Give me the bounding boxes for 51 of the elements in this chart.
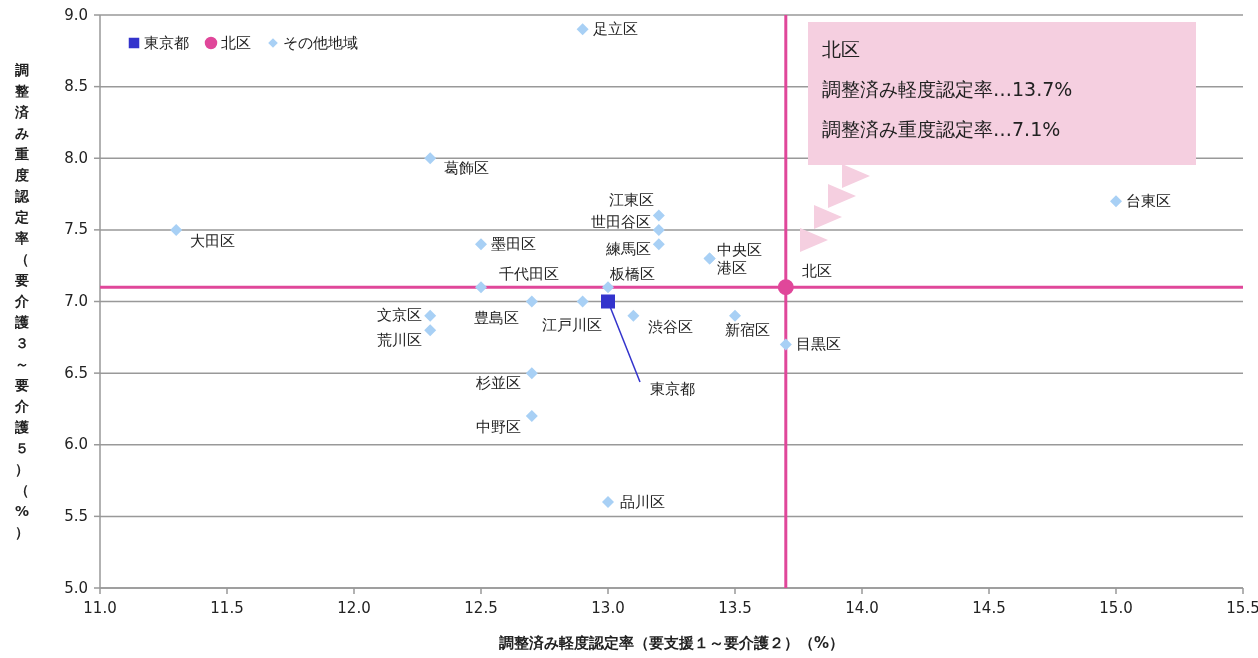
annotation: 江東区 bbox=[609, 191, 655, 210]
annotation: 中央区 bbox=[716, 241, 762, 260]
x-axis-title: 調整済み軽度認定率（要支援１～要介護２）（%） bbox=[498, 633, 845, 652]
annotation: 墨田区 bbox=[491, 234, 536, 253]
y-tick-label: 9.0 bbox=[64, 5, 88, 24]
annotation: 大田区 bbox=[190, 232, 236, 251]
annotation: 豊島区 bbox=[474, 309, 520, 327]
y-tick-label: 5.0 bbox=[64, 578, 88, 597]
annotation: 荒川区 bbox=[377, 330, 423, 349]
annotation: 目黒区 bbox=[795, 334, 841, 353]
annotation: 江戸川区 bbox=[541, 316, 602, 334]
y-tick-label: 6.0 bbox=[64, 435, 88, 454]
annotation: 足立区 bbox=[592, 19, 638, 38]
annotation: 葛飾区 bbox=[444, 158, 490, 177]
annotation: 世田谷区 bbox=[590, 213, 651, 232]
annotation: 練馬区 bbox=[604, 239, 651, 258]
annotation: 千代田区 bbox=[499, 264, 559, 283]
annotation: 品川区 bbox=[620, 492, 665, 511]
annotation: 文京区 bbox=[377, 306, 423, 325]
annotation: 新宿区 bbox=[724, 321, 770, 340]
y-tick-label: 8.0 bbox=[64, 148, 88, 167]
x-tick-label: 12.0 bbox=[337, 598, 371, 617]
annotation: 港区 bbox=[716, 259, 747, 278]
y-tick-label: 6.5 bbox=[64, 363, 88, 382]
y-tick-label: 8.5 bbox=[64, 77, 88, 96]
y-tick-label: 7.5 bbox=[64, 220, 88, 239]
annotation: 北区 bbox=[822, 37, 860, 60]
x-tick-label: 14.5 bbox=[972, 598, 1006, 617]
x-tick-label: 12.5 bbox=[464, 598, 498, 617]
annotation: 杉並区 bbox=[475, 373, 522, 392]
x-tick-label: 13.0 bbox=[591, 598, 625, 617]
annotation: 板橋区 bbox=[608, 264, 655, 283]
x-tick-label: 13.5 bbox=[718, 598, 752, 617]
annotation: 北区 bbox=[801, 261, 832, 280]
x-tick-label: 15.0 bbox=[1099, 598, 1133, 617]
legend-label: 北区 bbox=[221, 33, 251, 52]
annotation: 東京都 bbox=[649, 380, 695, 398]
x-tick-label: 14.0 bbox=[845, 598, 879, 617]
y-tick-label: 7.0 bbox=[64, 292, 88, 310]
annotation: 調整済み重度認定率…7.1% bbox=[822, 117, 1061, 140]
y-tick-label: 5.5 bbox=[64, 506, 88, 525]
x-tick-label: 11.0 bbox=[83, 598, 117, 617]
annotation: 調整済み軽度認定率…13.7% bbox=[822, 77, 1073, 100]
y-axis-title: 調整済み重度認定率（要介護３～要介護５）（%） bbox=[15, 61, 29, 540]
x-tick-label: 11.5 bbox=[210, 598, 244, 617]
legend-label: その他地域 bbox=[283, 33, 358, 52]
annotation: 中野区 bbox=[476, 417, 522, 436]
x-tick-label: 15.5 bbox=[1226, 598, 1258, 617]
annotation: 台東区 bbox=[1126, 191, 1171, 210]
legend-label: 東京都 bbox=[144, 33, 189, 52]
annotation: 渋谷区 bbox=[647, 318, 693, 337]
